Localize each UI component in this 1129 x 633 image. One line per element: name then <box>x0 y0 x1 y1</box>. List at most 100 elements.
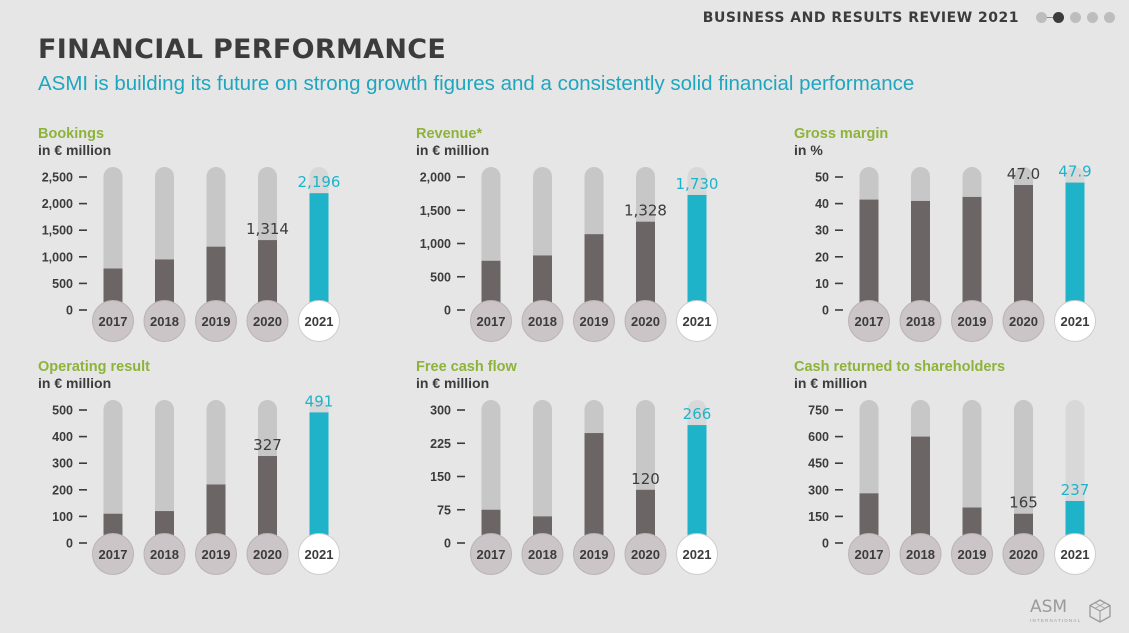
year-circle <box>624 533 667 575</box>
year-circle <box>143 300 186 342</box>
category-label: 2019 <box>202 314 231 329</box>
chart-revenue: Revenue* in € million 0 500 1,000 1,500 2,000 2… <box>416 123 736 363</box>
asm-logo: ASM INTERNATIONAL <box>1030 597 1120 631</box>
y-tick-label: 500 <box>52 277 73 291</box>
y-tick-label: 50 <box>815 171 829 185</box>
y-tick-label: 100 <box>52 510 73 524</box>
y-tick-label: 150 <box>430 470 451 484</box>
bar-2017 <box>859 199 879 310</box>
bar-2020 <box>258 456 277 543</box>
category-label: 2021 <box>1061 547 1090 562</box>
bar-2018 <box>155 259 174 310</box>
category-label: 2017 <box>99 547 128 562</box>
y-tick-label: 0 <box>822 304 829 318</box>
year-circle <box>298 300 340 342</box>
page-indicator[interactable] <box>1036 12 1116 24</box>
category-label: 2017 <box>99 314 128 329</box>
year-circle <box>195 533 237 575</box>
page-dot-2-active[interactable] <box>1053 12 1064 23</box>
y-tick-label: 1,500 <box>42 224 73 238</box>
chart-gross-margin: Gross margin in % 0 10 20 30 40 50 2017 2018 2019 4… <box>794 123 1114 363</box>
report-title: BUSINESS AND RESULTS REVIEW 2021 <box>702 10 1019 26</box>
year-circle <box>143 533 186 575</box>
category-label: 2020 <box>631 314 660 329</box>
chart-unit: in € million <box>38 375 111 391</box>
page-dot-4[interactable] <box>1087 12 1098 23</box>
category-label: 2020 <box>631 547 660 562</box>
y-tick-label: 40 <box>815 197 829 211</box>
page-dot-3[interactable] <box>1070 12 1081 23</box>
category-label: 2017 <box>855 314 884 329</box>
year-circle <box>1002 533 1045 575</box>
bar-2020 <box>636 221 655 310</box>
year-circle <box>470 300 512 342</box>
year-circle <box>951 300 993 342</box>
year-circle <box>298 533 340 575</box>
y-tick-label: 0 <box>66 537 73 551</box>
bar-2017 <box>481 260 501 310</box>
year-circle <box>848 300 890 342</box>
year-circle <box>521 533 564 575</box>
year-circle <box>573 300 615 342</box>
year-circle <box>899 533 942 575</box>
category-label: 2018 <box>906 547 935 562</box>
bar-2019 <box>584 433 604 543</box>
bar-track <box>1014 400 1033 543</box>
bar-2019 <box>962 196 982 310</box>
year-circle <box>624 300 667 342</box>
year-circle <box>246 300 289 342</box>
bar-2017 <box>859 493 879 543</box>
y-tick-label: 400 <box>52 430 73 444</box>
bar-track <box>103 400 123 543</box>
y-tick-label: 750 <box>808 404 829 418</box>
year-circle <box>92 533 134 575</box>
y-tick-label: 600 <box>808 430 829 444</box>
category-label: 2018 <box>528 547 557 562</box>
page-dot-1[interactable] <box>1036 12 1047 23</box>
category-label: 2021 <box>1061 314 1090 329</box>
category-label: 2020 <box>1009 314 1038 329</box>
category-label: 2020 <box>1009 547 1038 562</box>
cube-icon <box>1089 599 1111 623</box>
category-label: 2019 <box>958 314 987 329</box>
y-tick-label: 1,000 <box>42 250 73 264</box>
category-label: 2021 <box>683 314 712 329</box>
chart-bookings: Bookings in € million 0 500 1,000 1,500 2,000 2… <box>38 123 358 363</box>
chart-title: Revenue* <box>416 126 482 142</box>
bar-2021 <box>309 412 329 543</box>
year-circle <box>951 533 993 575</box>
chart-title: Bookings <box>38 126 104 142</box>
y-tick-label: 30 <box>815 224 829 238</box>
chart-unit: in € million <box>416 375 489 391</box>
year-circle <box>848 533 890 575</box>
bar-2021 <box>687 425 707 543</box>
data-label: 327 <box>253 436 282 454</box>
category-label: 2019 <box>580 547 609 562</box>
year-circle <box>573 533 615 575</box>
y-tick-label: 500 <box>430 270 451 284</box>
bar-track <box>533 400 552 543</box>
chart-unit: in € million <box>416 142 489 158</box>
bar-2020 <box>258 240 277 310</box>
y-tick-label: 300 <box>430 404 451 418</box>
data-label: 237 <box>1061 481 1090 499</box>
data-label: 1,328 <box>624 202 667 220</box>
year-circle <box>92 300 134 342</box>
year-circle <box>470 533 512 575</box>
data-label: 1,730 <box>676 175 719 193</box>
category-label: 2019 <box>958 547 987 562</box>
bar-track <box>481 400 501 543</box>
y-tick-label: 200 <box>52 483 73 497</box>
year-circle <box>676 300 718 342</box>
y-tick-label: 2,000 <box>420 171 451 185</box>
page-dot-5[interactable] <box>1104 12 1115 23</box>
chart-title: Cash returned to shareholders <box>794 359 1005 375</box>
bar-track <box>962 400 982 543</box>
chart-unit: in € million <box>794 375 867 391</box>
category-label: 2017 <box>477 547 506 562</box>
category-label: 2017 <box>855 547 884 562</box>
year-circle <box>1054 300 1096 342</box>
y-tick-label: 1,000 <box>420 237 451 251</box>
